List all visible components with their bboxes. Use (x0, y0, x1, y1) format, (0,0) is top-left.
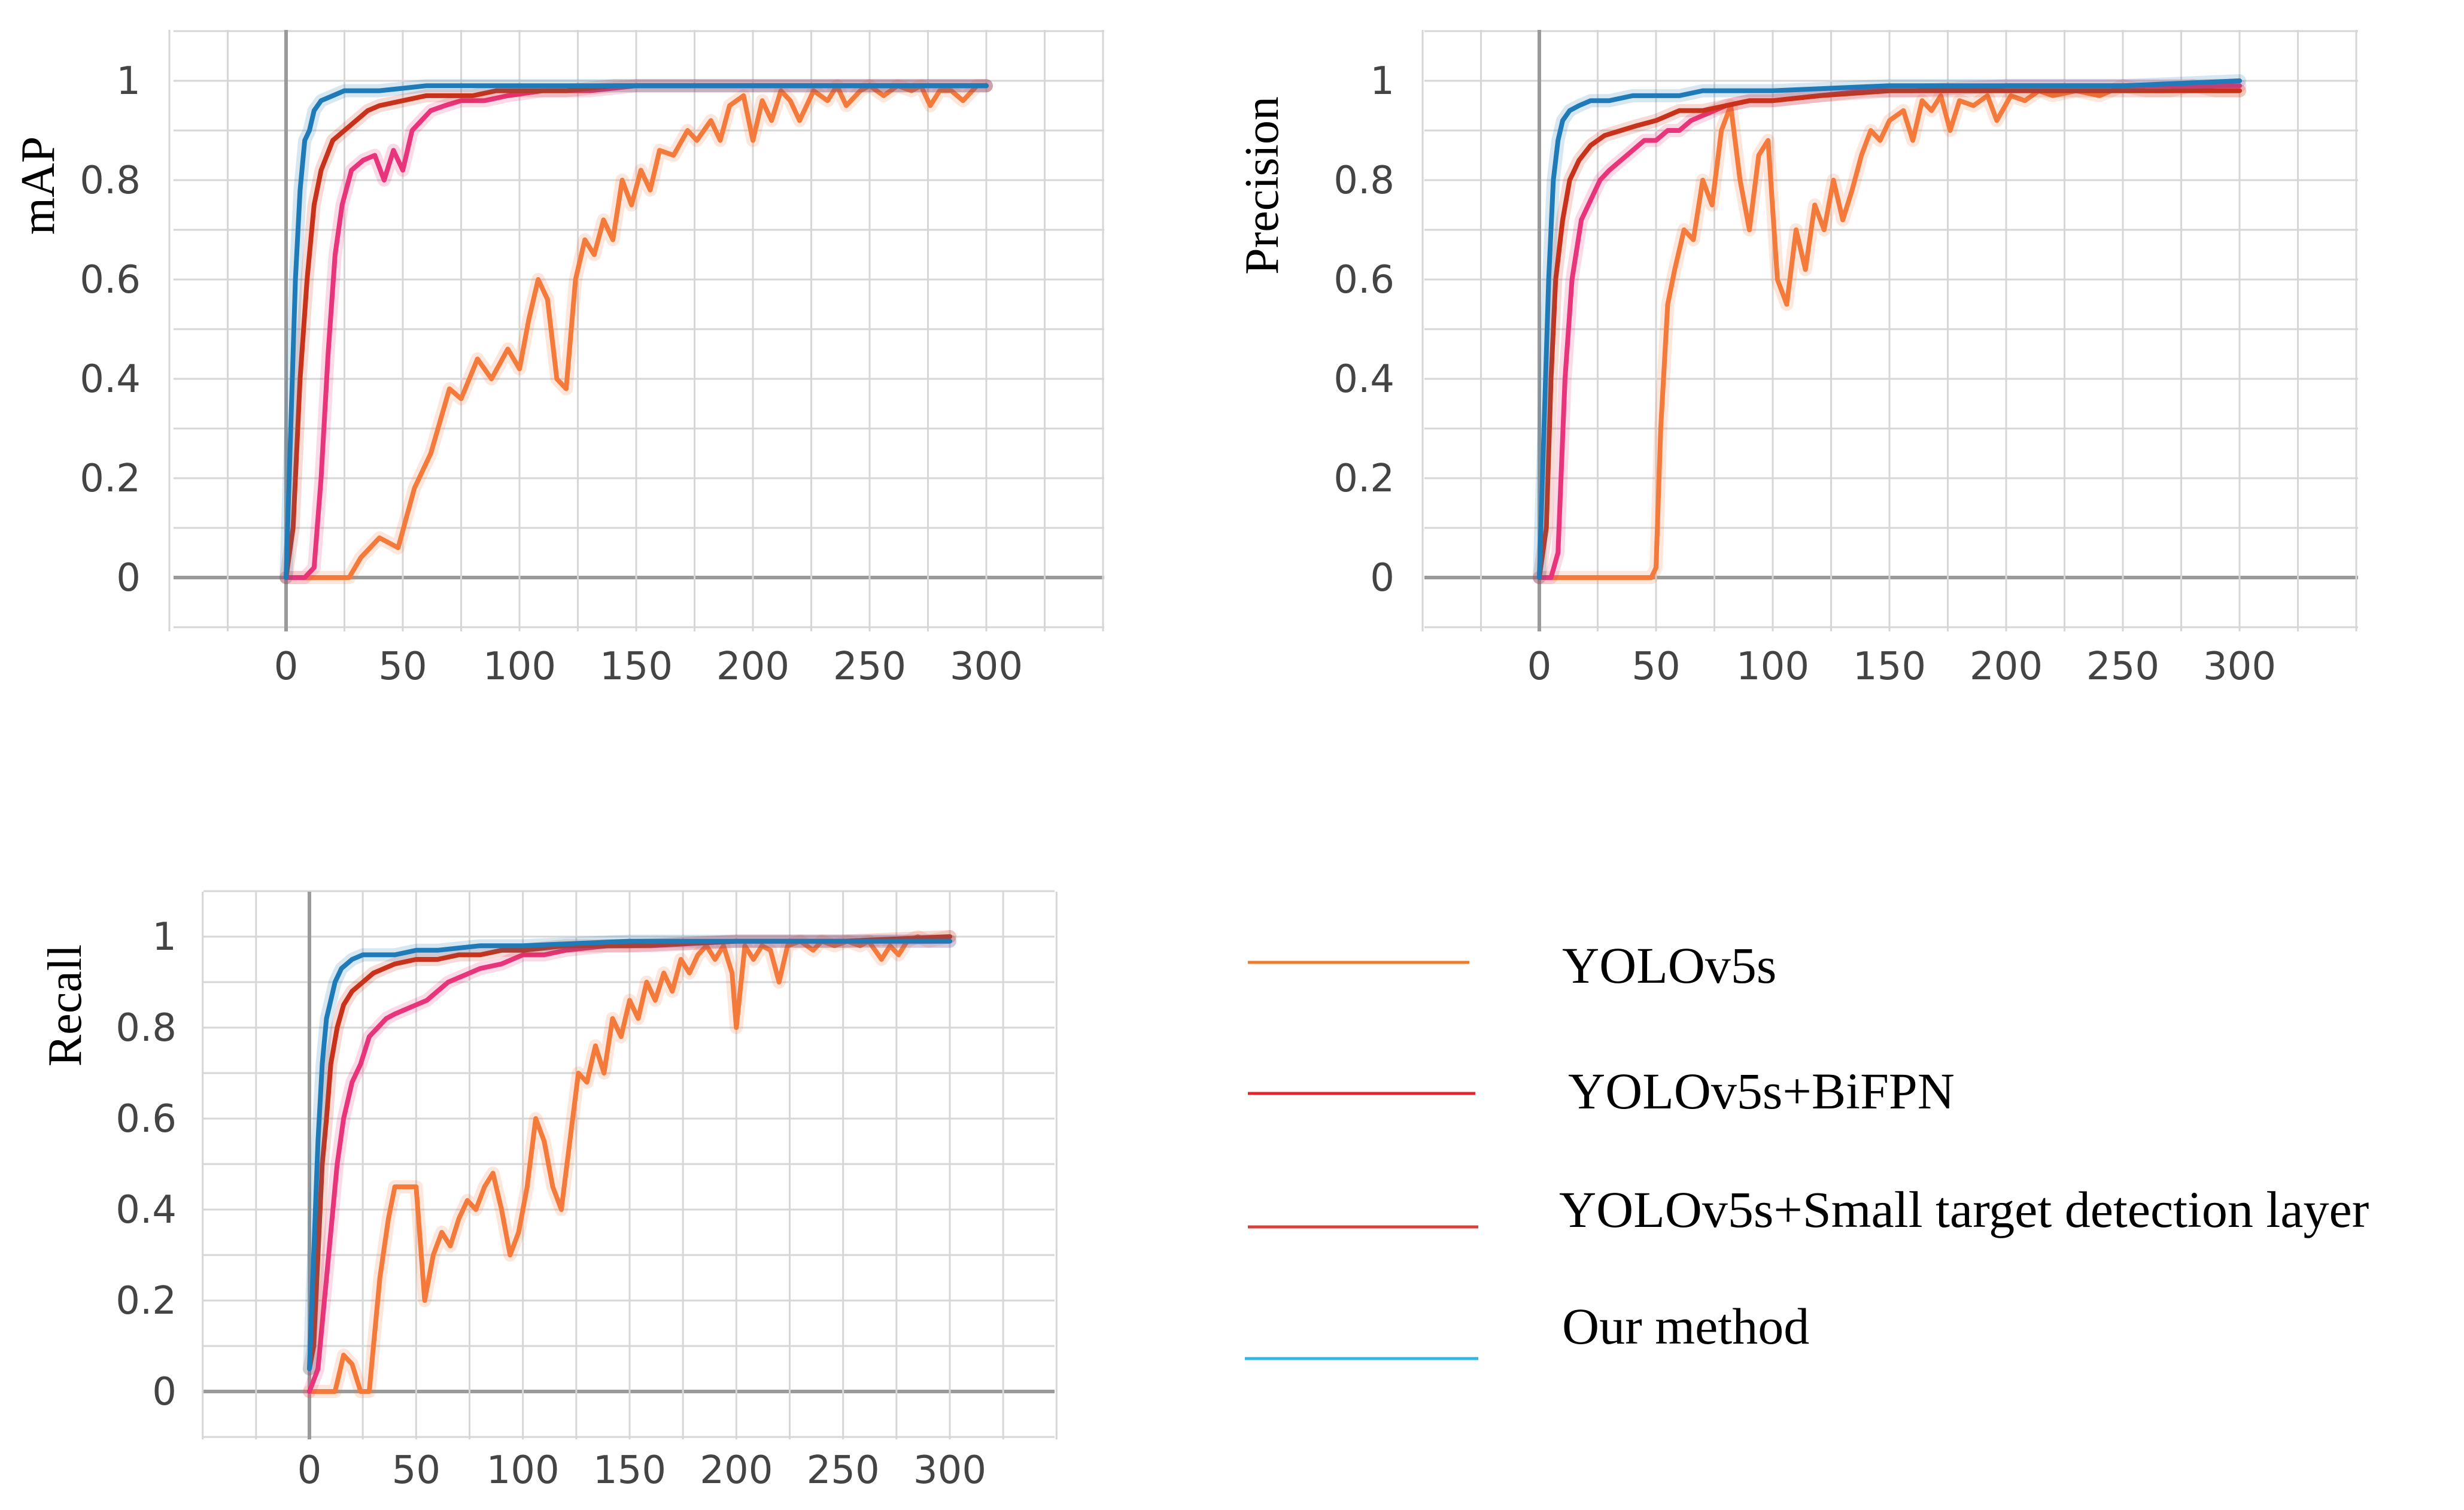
map-x-tick-label: 150 (600, 645, 673, 689)
map-chart: mAP 0 0.2 0.4 0.6 0.8 1 0 50 100 150 200 250 300 (12, 30, 1104, 689)
legend-label-yolov5s: YOLOv5s (1562, 937, 1776, 994)
recall-x-tick-label: 200 (700, 1448, 773, 1493)
precision-x-tick-label: 200 (1970, 645, 2043, 689)
precision-y-tick-label: 1 (1370, 59, 1394, 104)
precision-x-tick-label: 300 (2203, 645, 2276, 689)
precision-lines (1533, 74, 2246, 584)
precision-small-target-line (1537, 88, 2242, 580)
map-y-tick-label: 0 (116, 556, 141, 600)
map-x-tick-label: 100 (483, 645, 556, 689)
recall-x-tick-label: 0 (297, 1448, 322, 1493)
precision-our-method-line (1537, 78, 2242, 580)
recall-y-tick-label: 0.6 (116, 1097, 177, 1141)
legend: YOLOv5s YOLOv5s+BiFPN YOLOv5s+Small targ… (1245, 937, 2369, 1360)
map-y-tick-label: 0.2 (80, 457, 141, 501)
recall-our-method-line (307, 938, 952, 1371)
recall-ticks: 0 0.2 0.4 0.6 0.8 1 0 50 100 150 200 250 300 (116, 915, 986, 1493)
precision-x-tick-label: 150 (1853, 645, 1926, 689)
legend-label-bifpn: YOLOv5s+BiFPN (1568, 1062, 1955, 1120)
legend-label-our-method: Our method (1562, 1298, 1809, 1355)
legend-label-small-target: YOLOv5s+Small target detection layer (1559, 1181, 2369, 1238)
map-x-tick-label: 0 (274, 645, 299, 689)
map-y-tick-label: 0.4 (80, 357, 141, 402)
precision-chart: Precision 0 0.2 0.4 0.6 0.8 1 0 50 100 150 200 250 3… (1236, 30, 2358, 689)
map-ticks: 0 0.2 0.4 0.6 0.8 1 0 50 100 150 200 250 300 (80, 59, 1023, 689)
recall-x-tick-label: 50 (392, 1448, 440, 1493)
precision-y-tick-label: 0.4 (1333, 357, 1394, 402)
precision-ylabel: Precision (1236, 96, 1289, 275)
recall-y-tick-label: 1 (152, 915, 177, 959)
recall-x-tick-label: 100 (487, 1448, 560, 1493)
recall-chart: Recall 0 0.2 0.4 0.6 0.8 1 0 50 100 150 200 250 300 (39, 890, 1058, 1493)
recall-y-tick-label: 0.8 (116, 1006, 177, 1050)
precision-y-tick-label: 0.8 (1333, 159, 1394, 203)
map-ylabel: mAP (12, 136, 65, 235)
map-x-tick-label: 250 (833, 645, 906, 689)
recall-ylabel: Recall (39, 944, 92, 1067)
precision-ticks: 0 0.2 0.4 0.6 0.8 1 0 50 100 150 200 250 300 (1333, 59, 2276, 689)
precision-y-tick-label: 0.2 (1333, 457, 1394, 501)
map-y-tick-label: 0.6 (80, 258, 141, 302)
recall-y-tick-label: 0.4 (116, 1188, 177, 1232)
map-x-tick-label: 200 (716, 645, 789, 689)
precision-y-tick-label: 0 (1370, 556, 1394, 600)
map-yolov5s-line (284, 83, 989, 580)
recall-y-tick-label: 0 (152, 1370, 177, 1414)
recall-y-tick-label: 0.2 (116, 1279, 177, 1323)
precision-y-tick-label: 0.6 (1333, 258, 1394, 302)
precision-x-tick-label: 250 (2086, 645, 2159, 689)
recall-x-tick-label: 250 (807, 1448, 880, 1493)
map-lines (279, 79, 993, 584)
recall-x-tick-label: 150 (593, 1448, 666, 1493)
map-our-method-line (284, 83, 989, 580)
map-x-tick-label: 50 (378, 645, 427, 689)
precision-x-tick-label: 50 (1631, 645, 1680, 689)
recall-yolov5s-line (307, 934, 952, 1394)
precision-x-tick-label: 100 (1736, 645, 1809, 689)
recall-lines (303, 930, 956, 1398)
precision-x-tick-label: 0 (1527, 645, 1552, 689)
map-x-tick-label: 300 (950, 645, 1023, 689)
recall-grid (202, 890, 1058, 1439)
map-y-tick-label: 0.8 (80, 159, 141, 203)
map-y-tick-label: 1 (116, 59, 141, 104)
recall-x-tick-label: 300 (913, 1448, 986, 1493)
